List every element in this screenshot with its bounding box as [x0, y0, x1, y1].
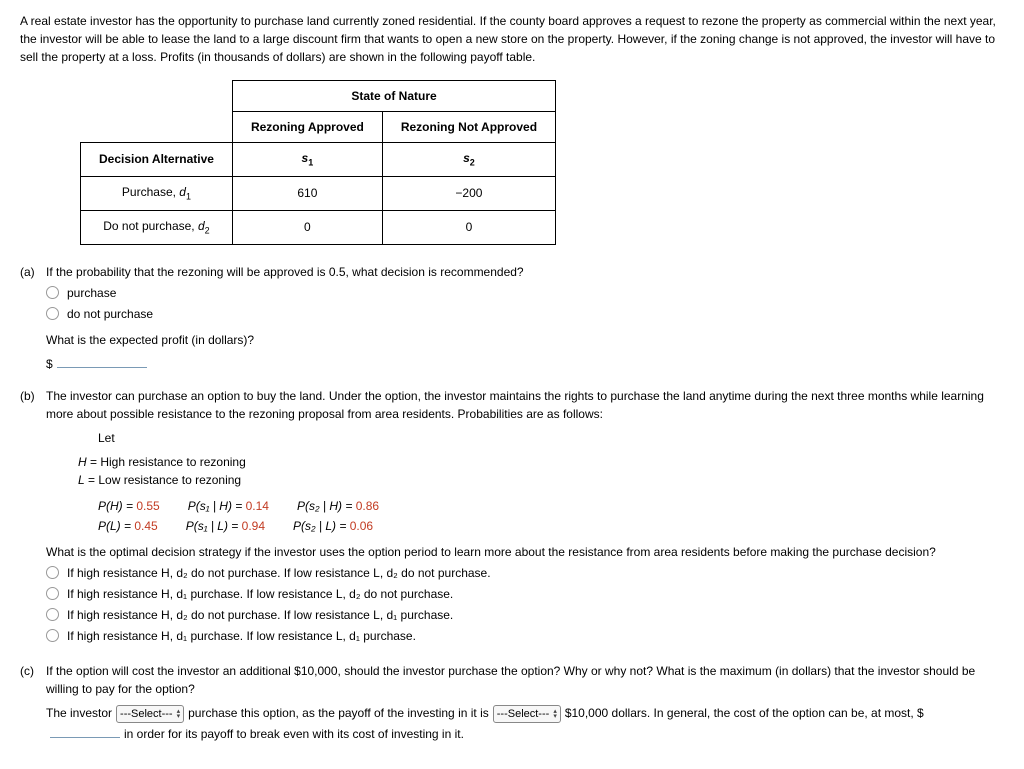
dollar-sign: $: [46, 355, 53, 373]
part-a-question: If the probability that the rezoning wil…: [46, 263, 1004, 281]
select-should[interactable]: ---Select--- ▴▾: [116, 705, 184, 723]
table-header-state: State of Nature: [232, 81, 555, 112]
probability-block: P(H) = 0.55 P(s₁ | H) = 0.14 P(s₂ | H) =…: [98, 497, 1004, 535]
let-label: Let: [98, 429, 1004, 447]
def-L: L = Low resistance to rezoning: [78, 471, 1004, 489]
radio-b-opt1[interactable]: [46, 566, 59, 579]
radio-do-not-purchase[interactable]: [46, 307, 59, 320]
part-b-label: (b): [20, 387, 46, 648]
c-text-1: The investor: [46, 704, 112, 722]
radio-b-opt3[interactable]: [46, 608, 59, 621]
row-header-decision: Decision Alternative: [81, 143, 233, 177]
chevron-updown-icon: ▴▾: [553, 709, 557, 719]
col-rezoning-not-approved: Rezoning Not Approved: [382, 112, 555, 143]
select-compare[interactable]: ---Select--- ▴▾: [493, 705, 561, 723]
part-c-question: If the option will cost the investor an …: [46, 662, 1004, 698]
cell-d1s2: −200: [382, 176, 555, 210]
cell-d1s1: 610: [232, 176, 382, 210]
option-b-2: If high resistance H, d₁ purchase. If lo…: [67, 585, 453, 603]
problem-intro: A real estate investor has the opportuni…: [20, 12, 1004, 66]
c-text-4: in order for its payoff to break even wi…: [124, 725, 464, 743]
c-text-2: purchase this option, as the payoff of t…: [188, 704, 489, 722]
table-row: Do not purchase, d2 0 0: [81, 210, 556, 244]
row-d1-label: Purchase, d1: [81, 176, 233, 210]
table-row: Purchase, d1 610 −200: [81, 176, 556, 210]
cell-d2s1: 0: [232, 210, 382, 244]
option-b-1: If high resistance H, d₂ do not purchase…: [67, 564, 491, 582]
part-b-question2: What is the optimal decision strategy if…: [46, 543, 1004, 561]
c-text-3: $10,000 dollars. In general, the cost of…: [565, 704, 924, 722]
def-H: H = High resistance to rezoning: [78, 453, 1004, 471]
part-a-question2: What is the expected profit (in dollars)…: [46, 331, 1004, 349]
col-s2: s2: [382, 143, 555, 177]
expected-profit-input[interactable]: [57, 353, 147, 368]
part-b-question: The investor can purchase an option to b…: [46, 387, 1004, 423]
col-s1: s1: [232, 143, 382, 177]
max-cost-input[interactable]: [50, 723, 120, 738]
col-rezoning-approved: Rezoning Approved: [232, 112, 382, 143]
part-a-label: (a): [20, 263, 46, 373]
payoff-table: State of Nature Rezoning Approved Rezoni…: [80, 80, 556, 245]
radio-purchase[interactable]: [46, 286, 59, 299]
option-b-3: If high resistance H, d₂ do not purchase…: [67, 606, 453, 624]
cell-d2s2: 0: [382, 210, 555, 244]
part-c-label: (c): [20, 662, 46, 743]
radio-b-opt2[interactable]: [46, 587, 59, 600]
option-purchase: purchase: [67, 284, 116, 302]
option-b-4: If high resistance H, d₁ purchase. If lo…: [67, 627, 416, 645]
option-do-not-purchase: do not purchase: [67, 305, 153, 323]
chevron-updown-icon: ▴▾: [177, 709, 181, 719]
row-d2-label: Do not purchase, d2: [81, 210, 233, 244]
radio-b-opt4[interactable]: [46, 629, 59, 642]
